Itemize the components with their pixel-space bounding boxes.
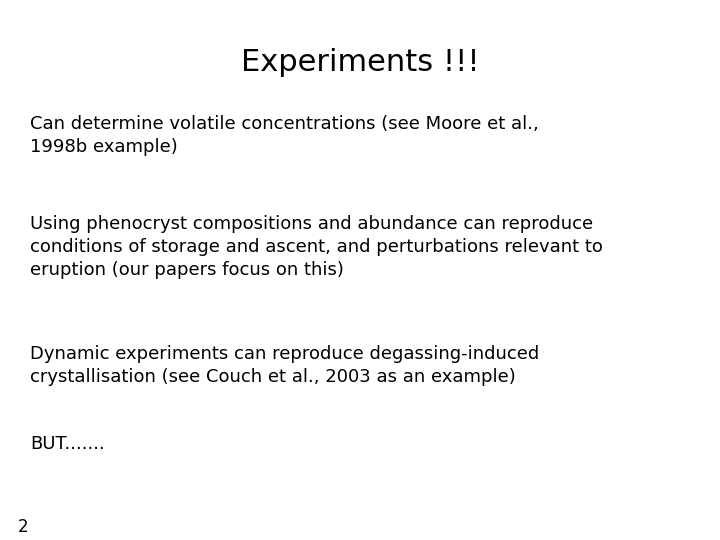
Text: Dynamic experiments can reproduce degassing-induced
crystallisation (see Couch e: Dynamic experiments can reproduce degass… <box>30 345 539 386</box>
Text: Can determine volatile concentrations (see Moore et al.,
1998b example): Can determine volatile concentrations (s… <box>30 115 539 156</box>
Text: 2: 2 <box>18 518 29 536</box>
Text: BUT.......: BUT....... <box>30 435 104 453</box>
Text: Experiments !!!: Experiments !!! <box>240 48 480 77</box>
Text: Using phenocryst compositions and abundance can reproduce
conditions of storage : Using phenocryst compositions and abunda… <box>30 215 603 279</box>
